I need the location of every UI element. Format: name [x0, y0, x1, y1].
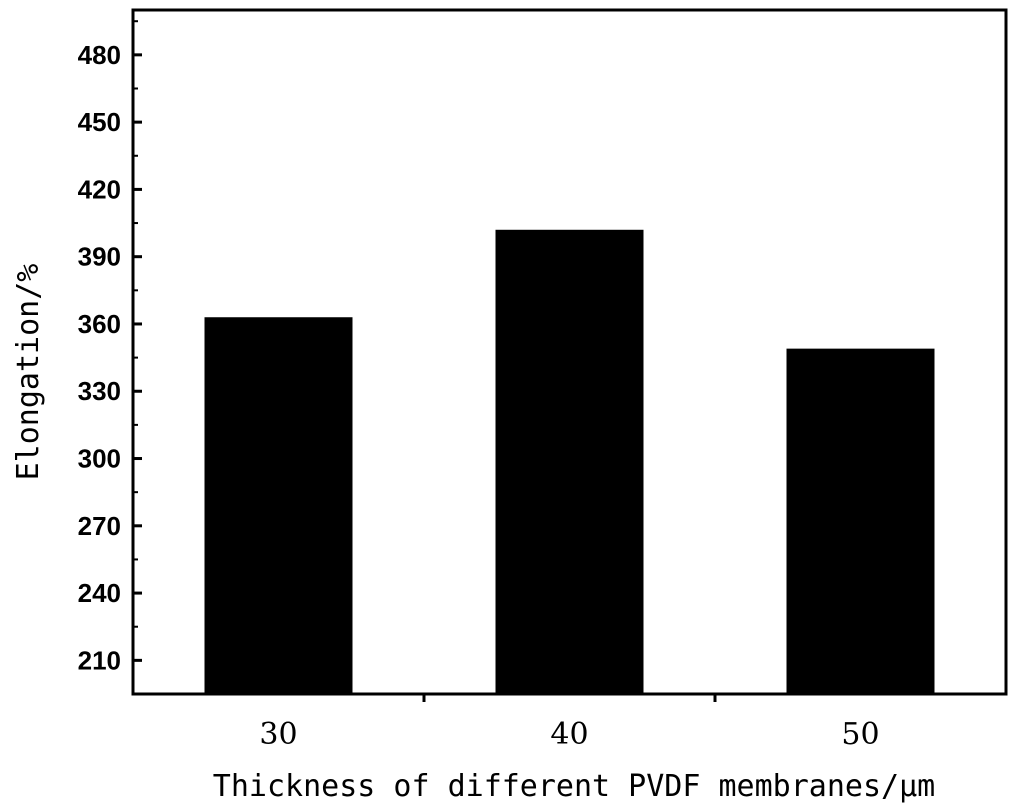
y-tick-label-300: 300: [78, 444, 121, 474]
y-tick-label-270: 270: [78, 511, 121, 541]
y-tick-label-480: 480: [78, 40, 121, 70]
y-tick-label-420: 420: [78, 174, 121, 204]
y-axis-title: Elongation/%: [11, 264, 46, 481]
x-axis-title: Thickness of different PVDF membranes/μm: [213, 769, 935, 804]
bar-50: [786, 348, 935, 694]
x-tick-label-40: 40: [550, 717, 588, 752]
y-tick-label-210: 210: [78, 645, 121, 675]
y-tick-label-360: 360: [78, 309, 121, 339]
x-tick-label-30: 30: [259, 717, 297, 752]
labels-layer: 30 40 50 210 240 270 300 330 360 390 420 450 480: [78, 40, 880, 752]
y-tick-label-450: 450: [78, 107, 121, 137]
y-tick-label-390: 390: [78, 242, 121, 272]
y-tick-label-330: 330: [78, 376, 121, 406]
x-tick-label-50: 50: [841, 717, 879, 752]
plot-frame: [131, 8, 1008, 696]
y-tick-label-240: 240: [78, 578, 121, 608]
bars-layer: [204, 229, 935, 695]
bar-30: [204, 317, 353, 694]
bar-40: [495, 229, 644, 695]
